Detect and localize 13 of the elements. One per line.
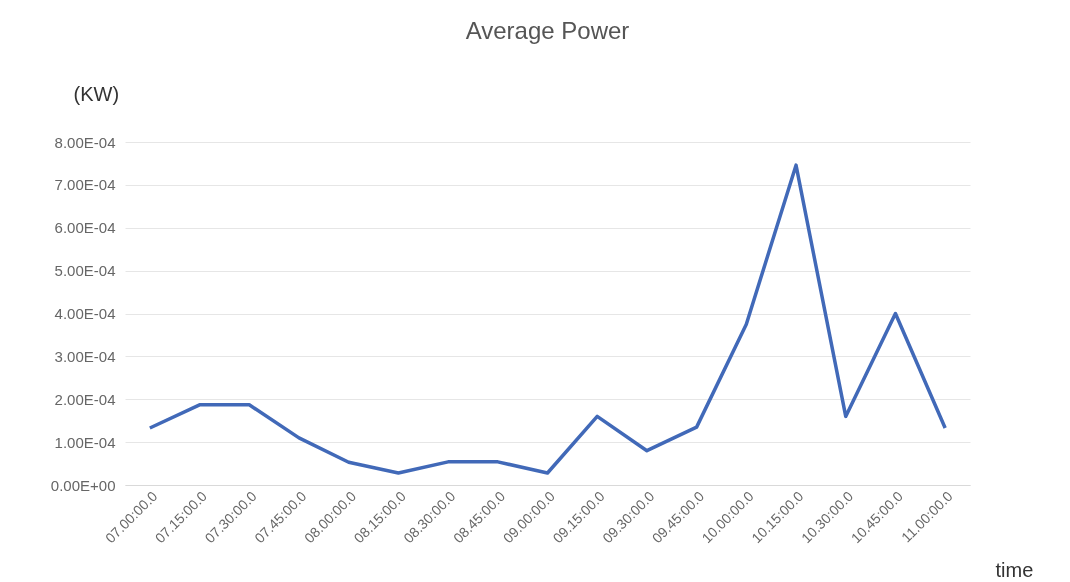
y-tick-label: 3.00E-04: [54, 347, 116, 365]
y-tick-label: 5.00E-04: [54, 262, 116, 280]
line-series: [148, 163, 947, 475]
y-tick-label: 1.00E-04: [54, 433, 116, 451]
y-tick-label: 0.00E+00: [50, 476, 116, 494]
y-tick-label: 7.00E-04: [54, 176, 116, 194]
chart-title: Average Power: [465, 17, 630, 44]
y-tick-label: 8.00E-04: [54, 133, 116, 151]
y-tick-label: 4.00E-04: [54, 305, 116, 322]
x-axis-title: time: [995, 558, 1034, 581]
y-axis-title: (KW): [73, 82, 120, 105]
y-tick-label: 6.00E-04: [54, 219, 116, 237]
y-tick-label: 2.00E-04: [54, 390, 116, 408]
